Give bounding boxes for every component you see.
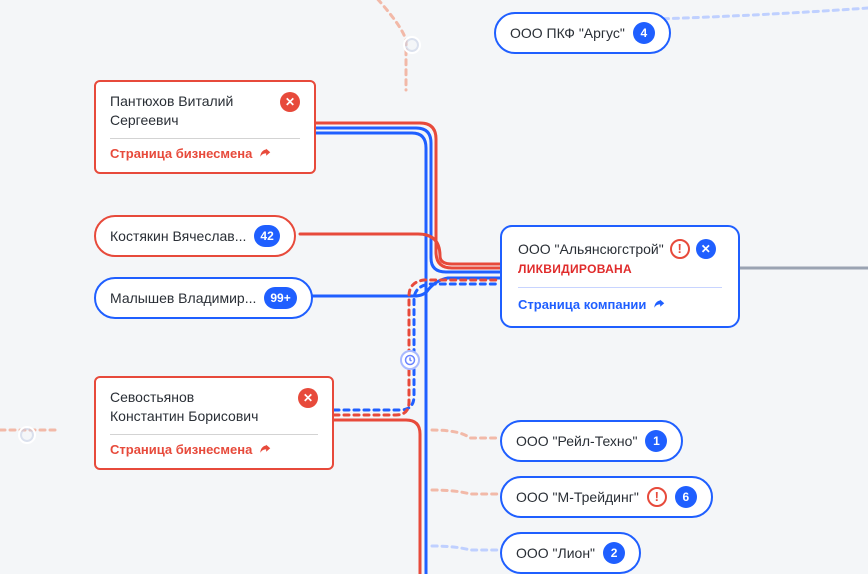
close-icon[interactable]: ✕ [298, 388, 318, 408]
share-arrow-icon [652, 298, 666, 312]
alert-icon: ! [647, 487, 667, 507]
company-name: ООО "Лион" [516, 544, 595, 563]
count-badge: 42 [254, 225, 279, 247]
person-card-pantyukhov[interactable]: Пантюхов Виталий Сергеевич ✕ Страница би… [94, 80, 316, 174]
edge [432, 546, 500, 550]
close-icon[interactable]: ✕ [696, 239, 716, 259]
company-name: ООО "Рейл-Техно" [516, 432, 637, 451]
person-card-sevostyanov[interactable]: Севостьянов Константин Борисович ✕ Стран… [94, 376, 334, 470]
alert-icon: ! [670, 239, 690, 259]
node-marker-icon [403, 36, 421, 54]
close-icon[interactable]: ✕ [280, 92, 300, 112]
edge [316, 128, 500, 272]
link-label: Страница компании [518, 296, 646, 314]
person-name: Малышев Владимир... [110, 289, 256, 308]
company-status: ЛИКВИДИРОВАНА [518, 261, 722, 277]
count-badge: 99+ [264, 287, 296, 309]
edge [310, 278, 500, 296]
company-name: ООО "М-Трейдинг" [516, 488, 639, 507]
company-page-link[interactable]: Страница компании [518, 296, 722, 314]
businessman-page-link[interactable]: Страница бизнесмена [110, 145, 300, 163]
share-arrow-icon [258, 443, 272, 457]
clock-marker-icon [400, 350, 420, 370]
edge [334, 420, 420, 574]
edge [316, 123, 500, 268]
company-pill-argus[interactable]: ООО ПКФ "Аргус" 4 [494, 12, 671, 54]
company-name: ООО ПКФ "Аргус" [510, 24, 625, 43]
count-badge: 2 [603, 542, 625, 564]
company-pill-rail-techno[interactable]: ООО "Рейл-Техно" 1 [500, 420, 683, 462]
count-badge: 4 [633, 22, 655, 44]
company-pill-lion[interactable]: ООО "Лион" 2 [500, 532, 641, 574]
count-badge: 6 [675, 486, 697, 508]
edge [334, 284, 500, 410]
person-name: Севостьянов Константин Борисович [110, 388, 270, 426]
company-pill-m-trading[interactable]: ООО "М-Трейдинг" ! 6 [500, 476, 713, 518]
count-badge: 1 [645, 430, 667, 452]
edge [334, 280, 500, 415]
person-pill-malyshev[interactable]: Малышев Владимир... 99+ [94, 277, 313, 319]
businessman-page-link[interactable]: Страница бизнесмена [110, 441, 318, 459]
person-name: Пантюхов Виталий Сергеевич [110, 92, 270, 130]
graph-canvas: Пантюхов Виталий Сергеевич ✕ Страница би… [0, 0, 868, 574]
edge [350, 0, 406, 90]
company-card-alyansyugstroy[interactable]: ООО "Альянсюгстрой" ! ✕ ЛИКВИДИРОВАНА Ст… [500, 225, 740, 328]
edge [432, 490, 500, 494]
link-label: Страница бизнесмена [110, 441, 252, 459]
person-pill-kostyakin[interactable]: Костякин Вячеслав... 42 [94, 215, 296, 257]
company-name: ООО "Альянсюгстрой" [518, 240, 664, 259]
edge [432, 430, 500, 438]
node-marker-icon [18, 426, 36, 444]
person-name: Костякин Вячеслав... [110, 227, 246, 246]
share-arrow-icon [258, 147, 272, 161]
link-label: Страница бизнесмена [110, 145, 252, 163]
edge [300, 234, 500, 264]
